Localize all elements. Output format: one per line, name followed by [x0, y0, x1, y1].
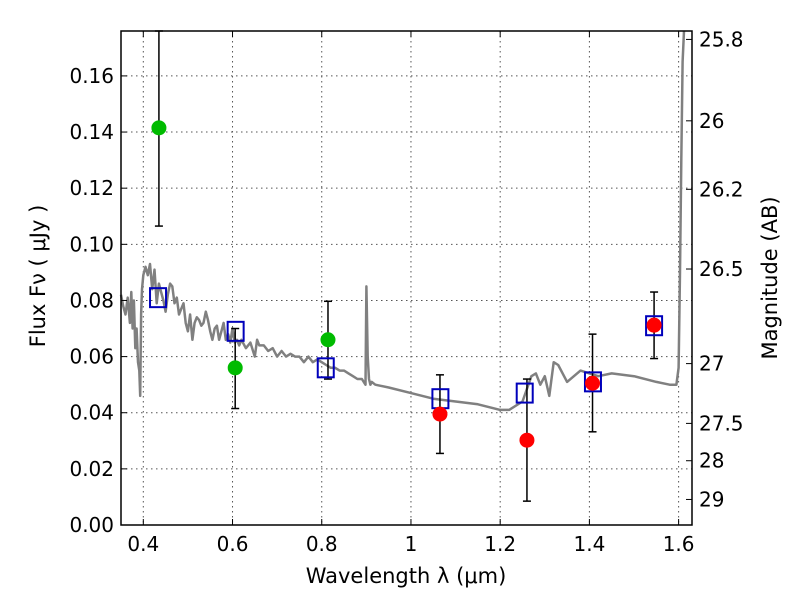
observed-point-red [519, 432, 535, 448]
x-axis-label: Wavelength λ (μm) [306, 564, 507, 588]
x-tick-label: 1.6 [663, 532, 695, 556]
model-box [645, 315, 664, 337]
tick-labels: 0.4 0.6 0.8 1 1.2 1.4 1.6 0.00 0.02 0.04 0.06 0.08 0… [69, 27, 743, 556]
observed-point-red [432, 406, 448, 422]
model-box [583, 371, 602, 393]
x-tick-label: 0.6 [217, 532, 249, 556]
y-axis-label: Flux Fν ( μJy ) [26, 205, 50, 348]
axes [120, 30, 693, 526]
observed-point-red [646, 317, 662, 333]
y-tick-label: 0.10 [69, 232, 114, 256]
x-tick-label: 1.4 [573, 532, 605, 556]
model-box [515, 382, 534, 404]
observed-point-green [320, 332, 336, 348]
model-box [226, 320, 245, 342]
y2-tick-label: 25.8 [699, 27, 744, 51]
x-tick-label: 0.8 [306, 532, 338, 556]
y2-tick-label: 26.5 [699, 257, 744, 281]
y2-tick-label: 26.2 [699, 177, 744, 201]
y-tick-label: 0.00 [69, 513, 114, 537]
x-tick-label: 0.4 [127, 532, 159, 556]
y-tick-label: 0.06 [69, 345, 114, 369]
y2-axis-label: Magnitude (AB) [758, 196, 782, 359]
y-tick-label: 0.04 [69, 401, 114, 425]
y-tick-label: 0.08 [69, 288, 114, 312]
y-tick-label: 0.14 [69, 120, 114, 144]
observed-point-red [585, 375, 601, 391]
y2-tick-label: 29 [699, 487, 724, 511]
y2-tick-label: 28 [699, 449, 724, 473]
spectrum-line [119, 30, 686, 412]
model-spectrum [119, 30, 686, 412]
x-tick-label: 1.2 [484, 532, 516, 556]
y2-tick-label: 27 [699, 352, 724, 376]
y-tick-label: 0.02 [69, 457, 114, 481]
y2-tick-label: 27.5 [699, 411, 744, 435]
model-box [149, 287, 168, 309]
error-bars [154, 30, 659, 502]
model-box [316, 357, 335, 379]
observed-point-green [227, 360, 243, 376]
observed-points [151, 120, 662, 448]
model-photometry-boxes [149, 287, 664, 410]
observed-point-green [151, 120, 167, 136]
y-tick-label: 0.12 [69, 176, 114, 200]
x-tick-label: 1 [405, 532, 418, 556]
grid-lines [121, 31, 692, 525]
y-tick-label: 0.16 [69, 64, 114, 88]
y2-tick-label: 26 [699, 109, 724, 133]
plot-frame [120, 30, 693, 526]
